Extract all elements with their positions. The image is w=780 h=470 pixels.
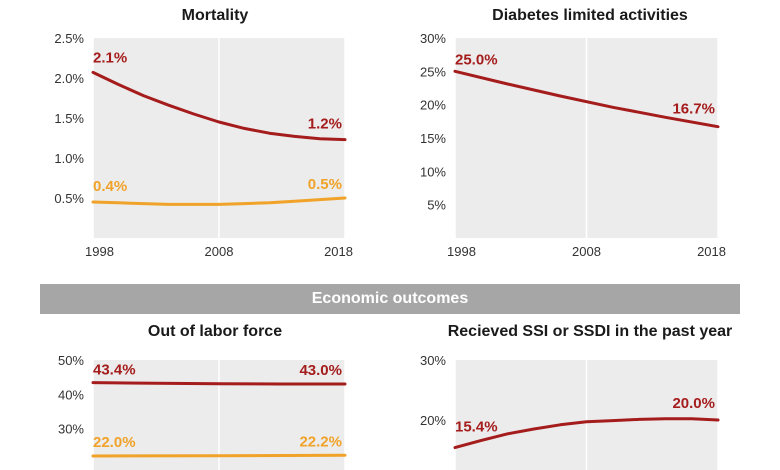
y-tick-label-2-0: 30% xyxy=(58,422,84,437)
data-label-start-2-0: 43.4% xyxy=(93,362,136,379)
data-label-end-2-1: 22.2% xyxy=(299,433,342,450)
y-tick-label-3-1: 30% xyxy=(420,353,446,368)
chart-title-mortality: Mortality xyxy=(181,7,249,24)
y-tick-label-0-3: 2.0% xyxy=(54,71,84,86)
data-label-end-2-0: 43.0% xyxy=(299,362,342,379)
y-tick-label-1-1: 10% xyxy=(420,164,446,179)
series-line-0-1 xyxy=(91,196,347,206)
chart-title-ssi-ssdi: Recieved SSI or SSDI in the past year xyxy=(447,323,733,340)
series-line-2-1 xyxy=(91,453,347,458)
y-tick-label-3-0: 20% xyxy=(420,413,446,428)
y-tick-label-1-2: 15% xyxy=(420,131,446,146)
chart-title-labor-force: Out of labor force xyxy=(147,323,283,340)
x-tick-label-0-0: 1998 xyxy=(85,244,114,259)
data-label-end-0-1: 0.5% xyxy=(308,176,342,193)
x-tick-label-1-1: 2008 xyxy=(572,244,601,259)
y-tick-label-1-5: 30% xyxy=(420,31,446,46)
y-tick-label-0-4: 2.5% xyxy=(54,31,84,46)
data-label-start-0-1: 0.4% xyxy=(93,178,127,195)
x-tick-label-0-2: 2018 xyxy=(324,244,353,259)
series-line-2-0 xyxy=(91,381,347,386)
x-tick-label-1-0: 1998 xyxy=(447,244,476,259)
y-tick-label-1-0: 5% xyxy=(427,198,446,213)
x-tick-label-1-2: 2018 xyxy=(697,244,726,259)
section-band-economic-outcomes: Economic outcomes xyxy=(40,284,740,314)
series-line-0-0 xyxy=(91,70,347,142)
data-label-start-0-0: 2.1% xyxy=(93,49,127,66)
y-tick-label-2-2: 50% xyxy=(58,353,84,368)
chart-title-diabetes: Diabetes limited activities xyxy=(492,7,688,24)
data-label-end-3-0: 20.0% xyxy=(672,395,715,412)
y-tick-label-0-1: 1.0% xyxy=(54,151,84,166)
data-label-end-0-0: 1.2% xyxy=(308,116,342,133)
y-tick-label-0-0: 0.5% xyxy=(54,191,84,206)
data-label-end-1-0: 16.7% xyxy=(672,101,715,118)
series-line-3-0 xyxy=(453,417,720,450)
y-tick-label-1-3: 20% xyxy=(420,98,446,113)
y-tick-label-1-4: 25% xyxy=(420,64,446,79)
y-tick-label-0-2: 1.5% xyxy=(54,111,84,126)
data-label-start-1-0: 25.0% xyxy=(455,51,498,68)
y-tick-label-2-1: 40% xyxy=(58,387,84,402)
data-label-start-3-0: 15.4% xyxy=(455,419,498,436)
series-line-1-0 xyxy=(453,69,720,129)
data-label-start-2-1: 22.0% xyxy=(93,434,136,451)
section-band-label: Economic outcomes xyxy=(311,290,469,307)
x-tick-label-0-1: 2008 xyxy=(205,244,234,259)
